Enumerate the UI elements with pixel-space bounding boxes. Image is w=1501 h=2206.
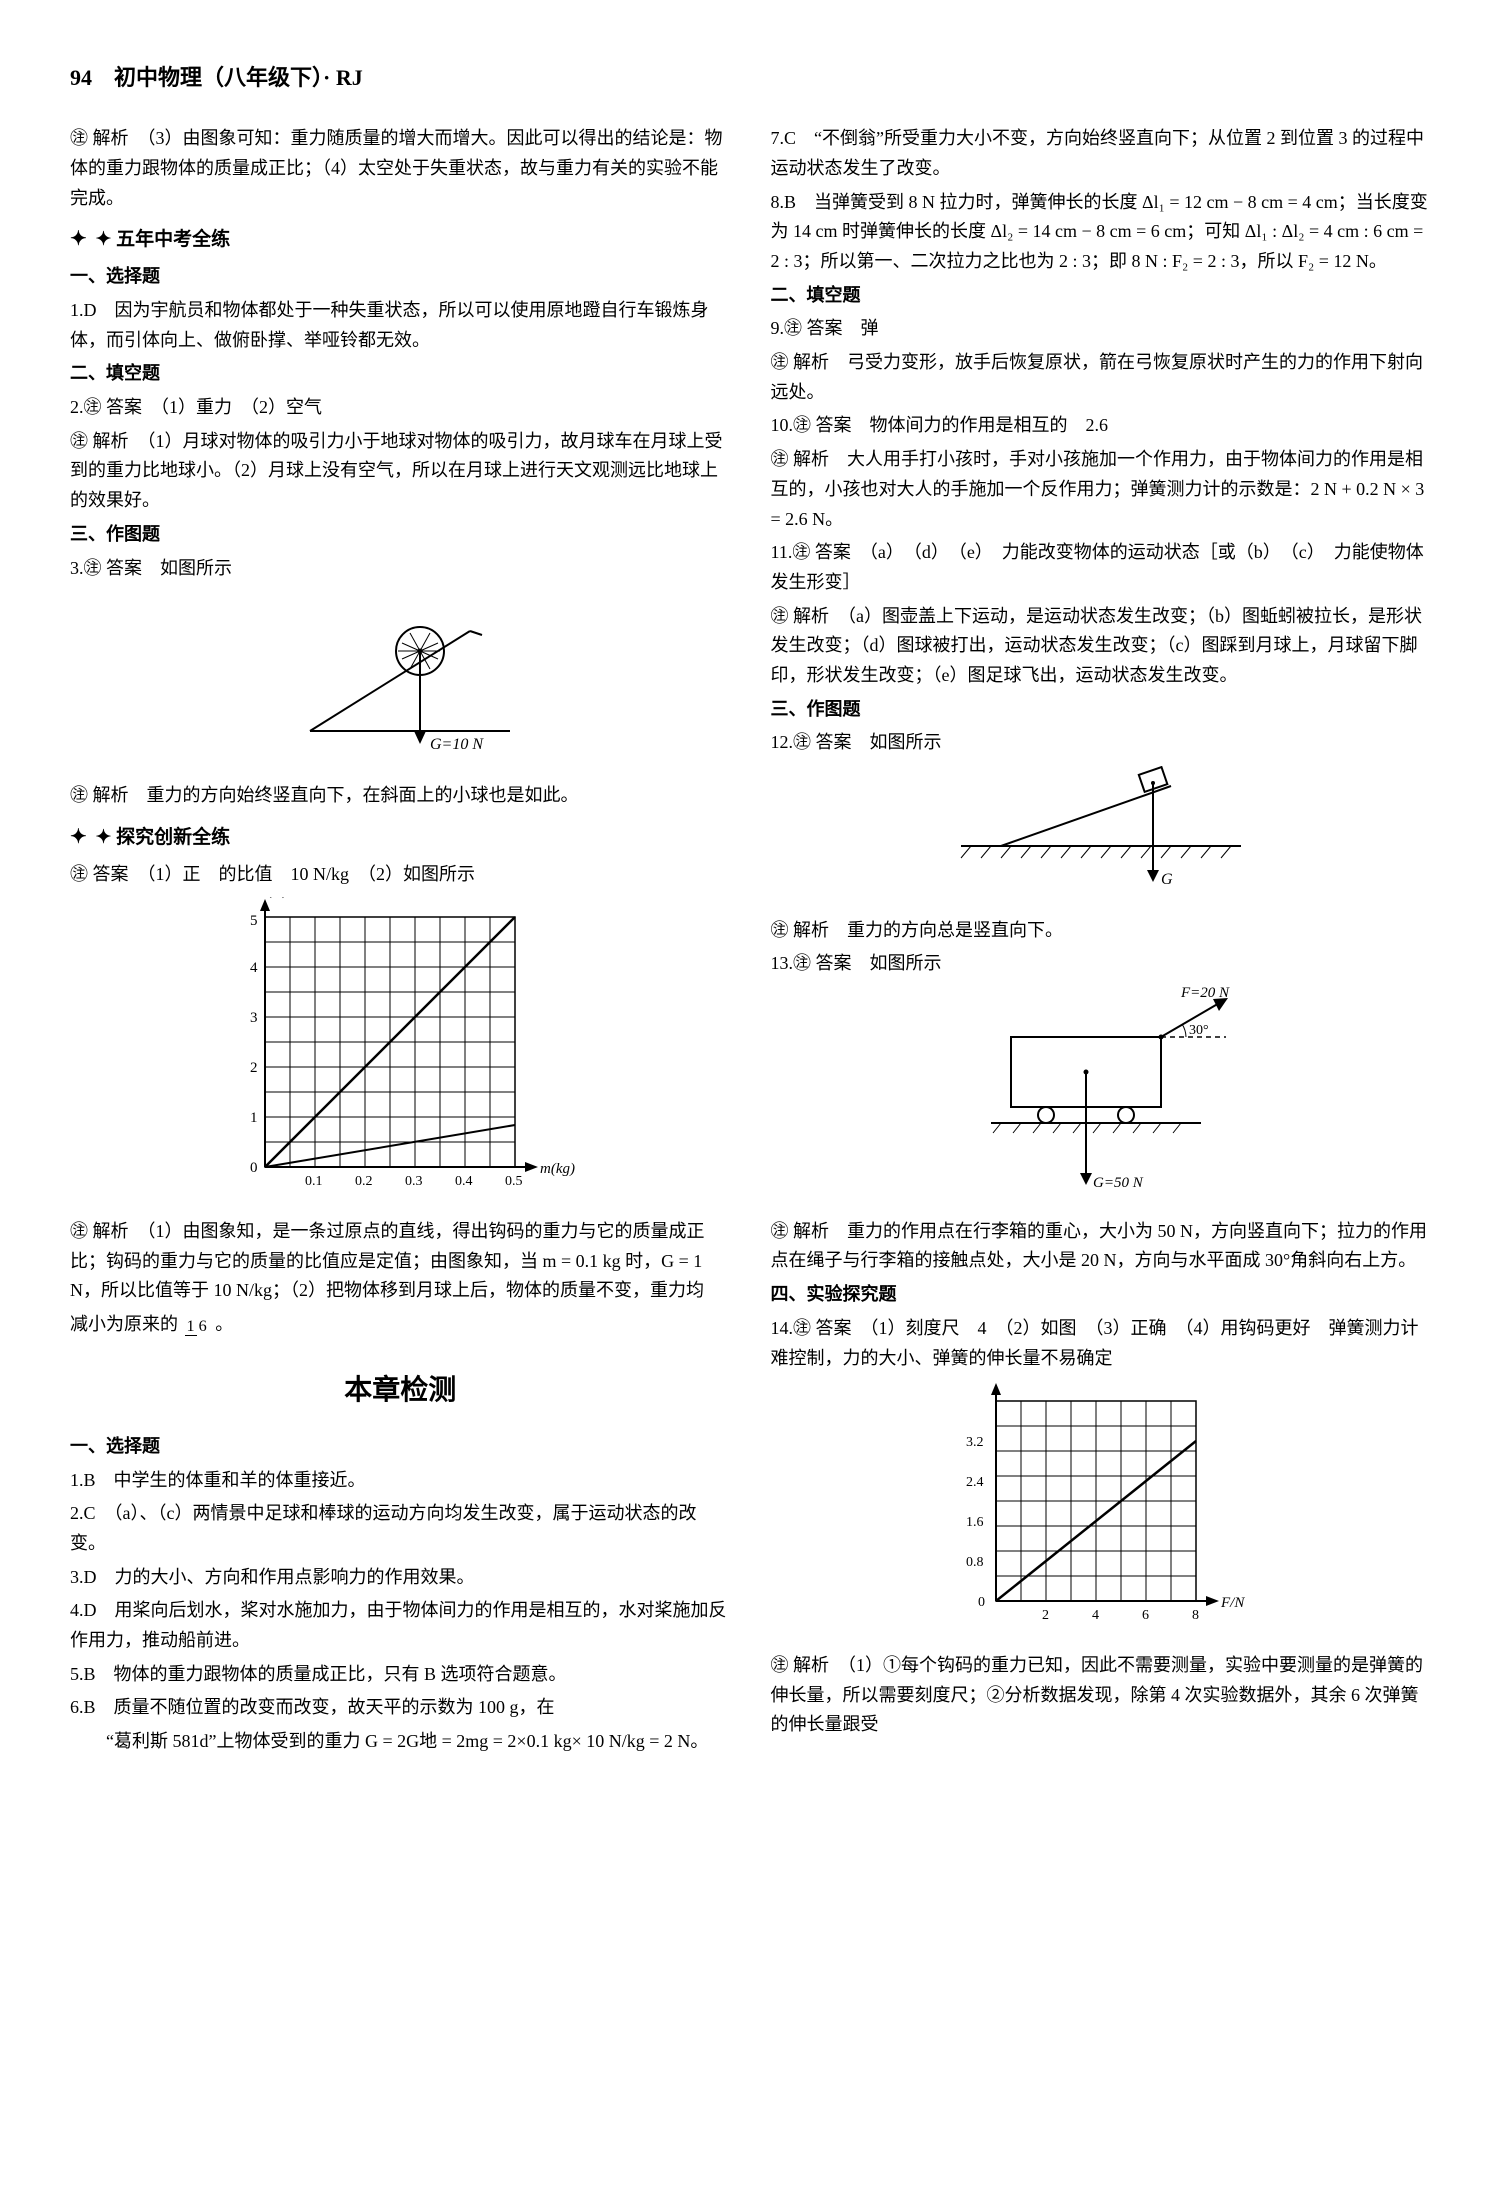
heading-draw: 三、作图题 [70, 520, 731, 550]
svg-text:5: 5 [250, 913, 258, 929]
figure-incline: G=10 N [70, 591, 731, 771]
heading-wunian-text: ✦ 五年中考全练 [96, 229, 231, 250]
svg-text:0: 0 [978, 1595, 985, 1610]
svg-text:4: 4 [1092, 1608, 1099, 1623]
q3: 3.㊟ 答案 如图所示 [70, 554, 731, 584]
q3-analysis: ㊟ 解析 重力的方向始终竖直向下，在斜面上的小球也是如此。 [70, 781, 731, 811]
q11-analysis: ㊟ 解析 （a）图壶盖上下运动，是运动状态发生改变；（b）图蚯蚓被拉长，是形状发… [771, 602, 1432, 691]
q11: 11.㊟ 答案 （a） （d） （e） 力能改变物体的运动状态［或（b） （c）… [771, 538, 1432, 597]
intro-paragraph: ㊟ 解析 （3）由图象可知：重力随质量的增大而增大。因此可以得出的结论是：物体的… [70, 124, 731, 213]
svg-text:F/N: F/N [1220, 1595, 1245, 1611]
q14-analysis: ㊟ 解析 （1）①每个钩码的重力已知，因此不需要测量，实验中要测量的是弹簧的伸长… [771, 1651, 1432, 1740]
q9: 9.㊟ 答案 弹 [771, 314, 1432, 344]
chk-7: 7.C “不倒翁”所受重力大小不变，方向始终竖直向下；从位置 2 到位置 3 的… [771, 124, 1432, 183]
star-icon: ✦ [70, 821, 87, 854]
heading-select-2: 一、选择题 [70, 1432, 731, 1462]
svg-text:0: 0 [250, 1160, 258, 1176]
svg-text:G(N): G(N) [257, 897, 288, 899]
q2-analysis: ㊟ 解析 （1）月球对物体的吸引力小于地球对物体的吸引力，故月球车在月球上受到的… [70, 427, 731, 516]
chk-3: 3.D 力的大小、方向和作用点影响力的作用效果。 [70, 1563, 731, 1593]
chart-Gm-svg: 0 1 2 3 4 5 0.1 0.2 0.3 0.4 0.5 G(N) m(k… [210, 897, 590, 1197]
q1d: 1.D 因为宇航员和物体都处于一种失重状态，所以可以使用原地蹬自行车锻炼身体，而… [70, 296, 731, 355]
fig13-svg: G=50 N 30° F=20 N [941, 987, 1261, 1197]
svg-text:4: 4 [250, 960, 258, 976]
svg-text:3: 3 [250, 1010, 258, 1026]
figure-chart-Gm: 0 1 2 3 4 5 0.1 0.2 0.3 0.4 0.5 G(N) m(k… [70, 897, 731, 1207]
heading-fill: 二、填空题 [70, 359, 731, 389]
chk-6a: 6.B 质量不随位置的改变而改变，故天平的示数为 100 g，在 [70, 1693, 731, 1723]
chk-5: 5.B 物体的重力跟物体的质量成正比，只有 B 选项符合题意。 [70, 1660, 731, 1690]
svg-text:0.4: 0.4 [455, 1174, 473, 1189]
q12: 12.㊟ 答案 如图所示 [771, 728, 1432, 758]
chk-8: 8.B 当弹簧受到 8 N 拉力时，弹簧伸长的长度 Δl₁ = 12 cm − … [771, 188, 1432, 277]
svg-text:1.6: 1.6 [966, 1515, 984, 1530]
figure-14: 0 0.8 1.6 2.4 3.2 2 4 6 8 ΔL/cm F/N [771, 1381, 1432, 1641]
figure-13: G=50 N 30° F=20 N [771, 987, 1432, 1207]
heading-experiment: 四、实验探究题 [771, 1280, 1432, 1310]
fig12-svg: G [941, 766, 1261, 896]
heading-fill-r: 二、填空题 [771, 281, 1432, 311]
svg-text:3.2: 3.2 [966, 1435, 984, 1450]
q10-analysis: ㊟ 解析 大人用手打小孩时，手对小孩施加一个作用力，由于物体间力的作用是相互的，… [771, 445, 1432, 534]
figure-12: G [771, 766, 1432, 906]
q13-analysis: ㊟ 解析 重力的作用点在行李箱的重心，大小为 50 N，方向竖直向下；拉力的作用… [771, 1217, 1432, 1276]
svg-text:0.1: 0.1 [305, 1174, 323, 1189]
explore-expl-suffix: 。 [215, 1314, 233, 1334]
q14: 14.㊟ 答案 （1）刻度尺 4 （2）如图 （3）正确 （4）用钩码更好 弹簧… [771, 1314, 1432, 1373]
svg-text:G=50 N: G=50 N [1093, 1175, 1144, 1191]
chk-4: 4.D 用桨向后划水，桨对水施加力，由于物体间力的作用是相互的，水对桨施加反作用… [70, 1596, 731, 1655]
heading-explore: ✦ ✦ 探究创新全练 [70, 821, 731, 854]
heading-select: 一、选择题 [70, 262, 731, 292]
chk-2: 2.C （a）、（c）两情景中足球和棒球的运动方向均发生改变，属于运动状态的改变… [70, 1499, 731, 1558]
chapter-title: 本章检测 [70, 1368, 731, 1414]
explore-analysis-a: ㊟ 解析 （1）由图象知，是一条过原点的直线，得出钩码的重力与它的质量成正比；钩… [70, 1217, 731, 1306]
two-column-layout: ㊟ 解析 （3）由图象可知：重力随质量的增大而增大。因此可以得出的结论是：物体的… [70, 120, 1431, 1761]
svg-text:F=20 N: F=20 N [1180, 987, 1230, 1001]
svg-text:30°: 30° [1189, 1023, 1209, 1038]
svg-text:0.8: 0.8 [966, 1555, 984, 1570]
fraction-1-6: 16 [185, 1318, 209, 1334]
svg-text:6: 6 [1142, 1608, 1149, 1623]
explore-answer: ㊟ 答案 （1）正 的比值 10 N/kg （2）如图所示 [70, 860, 731, 890]
fig14-svg: 0 0.8 1.6 2.4 3.2 2 4 6 8 ΔL/cm F/N [936, 1381, 1266, 1631]
fig1-label: G=10 N [430, 736, 484, 753]
svg-text:G: G [1161, 871, 1173, 888]
svg-text:0.5: 0.5 [505, 1174, 523, 1189]
svg-text:2.4: 2.4 [966, 1475, 984, 1490]
q2: 2.㊟ 答案 （1）重力 （2）空气 [70, 393, 731, 423]
star-icon: ✦ [70, 223, 87, 256]
heading-wunian: ✦ ✦ 五年中考全练 [70, 223, 731, 256]
heading-draw-r: 三、作图题 [771, 695, 1432, 725]
explore-analysis-b: 减小为原来的 16 。 [70, 1310, 731, 1340]
q10: 10.㊟ 答案 物体间力的作用是相互的 2.6 [771, 411, 1432, 441]
explore-expl-prefix: 减小为原来的 [70, 1314, 178, 1334]
page-header: 94 初中物理（八年级下）· RJ [70, 60, 1431, 96]
right-column: 7.C “不倒翁”所受重力大小不变，方向始终竖直向下；从位置 2 到位置 3 的… [771, 120, 1432, 1761]
q12-analysis: ㊟ 解析 重力的方向总是竖直向下。 [771, 916, 1432, 946]
svg-text:0.2: 0.2 [355, 1174, 373, 1189]
svg-text:0.3: 0.3 [405, 1174, 423, 1189]
q9-analysis: ㊟ 解析 弓受力变形，放手后恢复原状，箭在弓恢复原状时产生的力的作用下射向远处。 [771, 348, 1432, 407]
heading-explore-text: ✦ 探究创新全练 [96, 827, 231, 848]
svg-text:m(kg): m(kg) [540, 1161, 575, 1177]
chk-6b: “葛利斯 581d”上物体受到的重力 G = 2G地 = 2mg = 2×0.1… [70, 1727, 731, 1757]
svg-text:2: 2 [250, 1060, 258, 1076]
svg-text:2: 2 [1042, 1608, 1049, 1623]
svg-text:1: 1 [250, 1110, 258, 1126]
incline-svg: G=10 N [270, 591, 530, 761]
q13: 13.㊟ 答案 如图所示 [771, 949, 1432, 979]
chk-1: 1.B 中学生的体重和羊的体重接近。 [70, 1466, 731, 1496]
svg-text:8: 8 [1192, 1608, 1199, 1623]
left-column: ㊟ 解析 （3）由图象可知：重力随质量的增大而增大。因此可以得出的结论是：物体的… [70, 120, 731, 1761]
svg-text:ΔL/cm: ΔL/cm [990, 1381, 1032, 1383]
